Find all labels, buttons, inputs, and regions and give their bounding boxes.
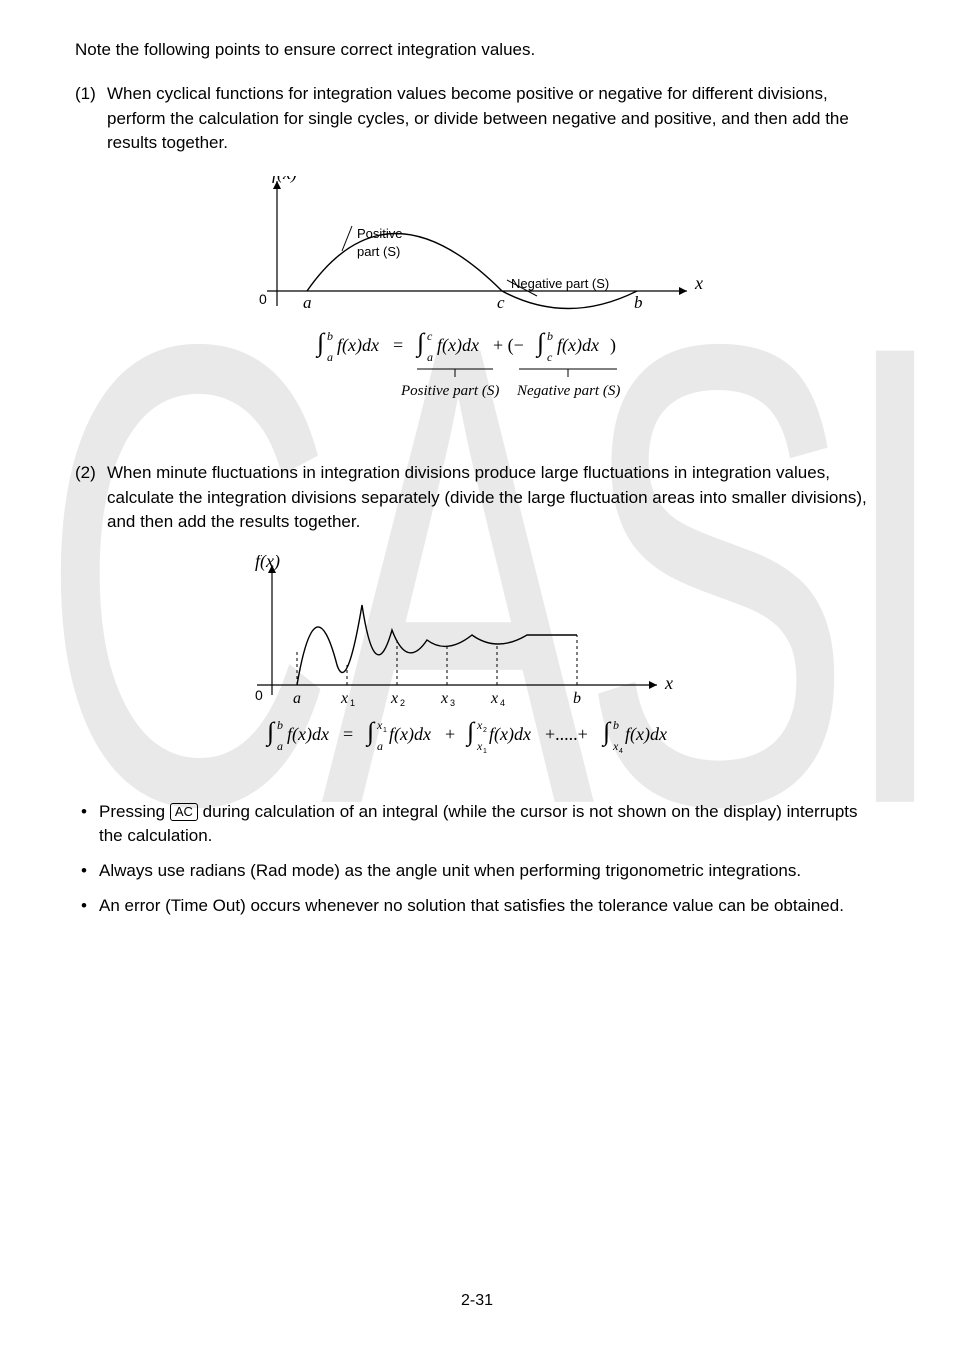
fig2-eq-alow2: a <box>377 739 383 753</box>
ac-key-icon: AC <box>170 803 198 821</box>
fig2-zero: 0 <box>255 687 263 703</box>
bullet1-text-b: during calculation of an integral (while… <box>99 802 858 846</box>
bullet3-text: An error (Time Out) occurs whenever no s… <box>99 896 844 915</box>
fig2-eq-dots: +.....+ <box>545 724 588 744</box>
figure-2: f(x) 0 a x 1 x 2 x 3 x 4 b x ∫ a b f(x)d… <box>75 555 879 770</box>
fig2-b: b <box>573 690 581 707</box>
fig1-eq-f1: f(x)dx <box>337 335 379 356</box>
fig1-eq-c2: c <box>547 350 553 364</box>
fig1-neglabel: Negative part (S) <box>511 276 609 291</box>
fig1-eq-a2: a <box>427 350 433 364</box>
list-item-2: (2) When minute fluctuations in integrat… <box>75 461 879 535</box>
fig2-eq-f4: f(x)dx <box>625 724 667 745</box>
fig2-eq-f3: f(x)dx <box>489 724 531 745</box>
fig2-x2s: 2 <box>400 698 405 708</box>
svg-text:2: 2 <box>483 727 487 734</box>
svg-text:x: x <box>612 739 619 753</box>
item2-num: (2) <box>75 461 96 486</box>
fig2-eq-alow: a <box>277 739 283 753</box>
fig1-poslabel1: Positive <box>357 226 403 241</box>
page-number: 2-31 <box>0 1292 954 1310</box>
svg-text:∫: ∫ <box>535 328 546 358</box>
fig2-x1s: 1 <box>350 698 355 708</box>
bullet-1: • Pressing AC during calculation of an i… <box>75 800 879 849</box>
fig2-eq-f2: f(x)dx <box>389 724 431 745</box>
fig2-x4s: 4 <box>500 698 505 708</box>
fig2-x2: x <box>390 690 398 707</box>
fig2-eq-p1: + <box>445 724 455 744</box>
fig1-b: b <box>634 293 643 312</box>
fig1-fx: f(x) <box>272 176 297 184</box>
fig1-eq-plus: + (− <box>493 335 524 356</box>
fig1-x: x <box>694 273 703 293</box>
svg-text:x: x <box>476 739 483 753</box>
fig1-eq-f3: f(x)dx <box>557 335 599 356</box>
fig1-posannot: Positive part (S) <box>400 383 499 399</box>
fig2-fx: f(x) <box>255 555 280 572</box>
intro-text: Note the following points to ensure corr… <box>75 40 879 60</box>
bullet1-text-a: Pressing <box>99 802 170 821</box>
svg-text:1: 1 <box>383 727 387 734</box>
fig1-eq-a1: a <box>327 350 333 364</box>
list-item-1: (1) When cyclical functions for integrat… <box>75 82 879 156</box>
fig2-x4: x <box>490 690 498 707</box>
fig1-poslabel2: part (S) <box>357 244 400 259</box>
item1-text: When cyclical functions for integration … <box>107 84 849 152</box>
bullet-dot-icon: • <box>81 800 87 825</box>
fig1-negannot: Negative part (S) <box>516 383 620 399</box>
fig2-a: a <box>293 690 301 707</box>
svg-text:∫: ∫ <box>415 328 426 358</box>
fig1-eq-b2: b <box>547 329 553 343</box>
fig2-eq-eq: = <box>343 724 353 744</box>
fig1-zero: 0 <box>259 291 267 307</box>
fig2-x3s: 3 <box>450 698 455 708</box>
fig2-eq-bup2: b <box>613 718 619 732</box>
svg-text:∫: ∫ <box>465 717 476 747</box>
fig1-eq-c1: c <box>427 329 433 343</box>
bullet2-text: Always use radians (Rad mode) as the ang… <box>99 861 801 880</box>
bullet-3: • An error (Time Out) occurs whenever no… <box>75 894 879 919</box>
fig1-a: a <box>303 293 312 312</box>
fig2-x1: x <box>340 690 348 707</box>
fig1-eq-close: ) <box>610 335 616 356</box>
svg-text:1: 1 <box>483 748 487 755</box>
bullet-dot-icon: • <box>81 894 87 919</box>
fig2-xlabel: x <box>664 673 673 693</box>
svg-text:∫: ∫ <box>601 717 612 747</box>
svg-text:∫: ∫ <box>315 328 326 358</box>
svg-text:4: 4 <box>619 748 623 755</box>
fig2-x3: x <box>440 690 448 707</box>
figure-1: f(x) 0 a c b x Positive part (S) Negativ… <box>75 176 879 431</box>
bullet-2: • Always use radians (Rad mode) as the a… <box>75 859 879 884</box>
fig1-eq-f2: f(x)dx <box>437 335 479 356</box>
svg-text:∫: ∫ <box>365 717 376 747</box>
item2-text: When minute fluctuations in integration … <box>107 463 867 531</box>
svg-text:∫: ∫ <box>265 717 276 747</box>
fig2-eq-bup: b <box>277 718 283 732</box>
svg-text:x: x <box>376 718 383 732</box>
fig2-eq-f1: f(x)dx <box>287 724 329 745</box>
fig1-c: c <box>497 293 505 312</box>
fig1-eq-eq: = <box>393 335 403 355</box>
item1-num: (1) <box>75 82 96 107</box>
svg-text:x: x <box>476 718 483 732</box>
fig1-eq-b1: b <box>327 329 333 343</box>
bullet-dot-icon: • <box>81 859 87 884</box>
